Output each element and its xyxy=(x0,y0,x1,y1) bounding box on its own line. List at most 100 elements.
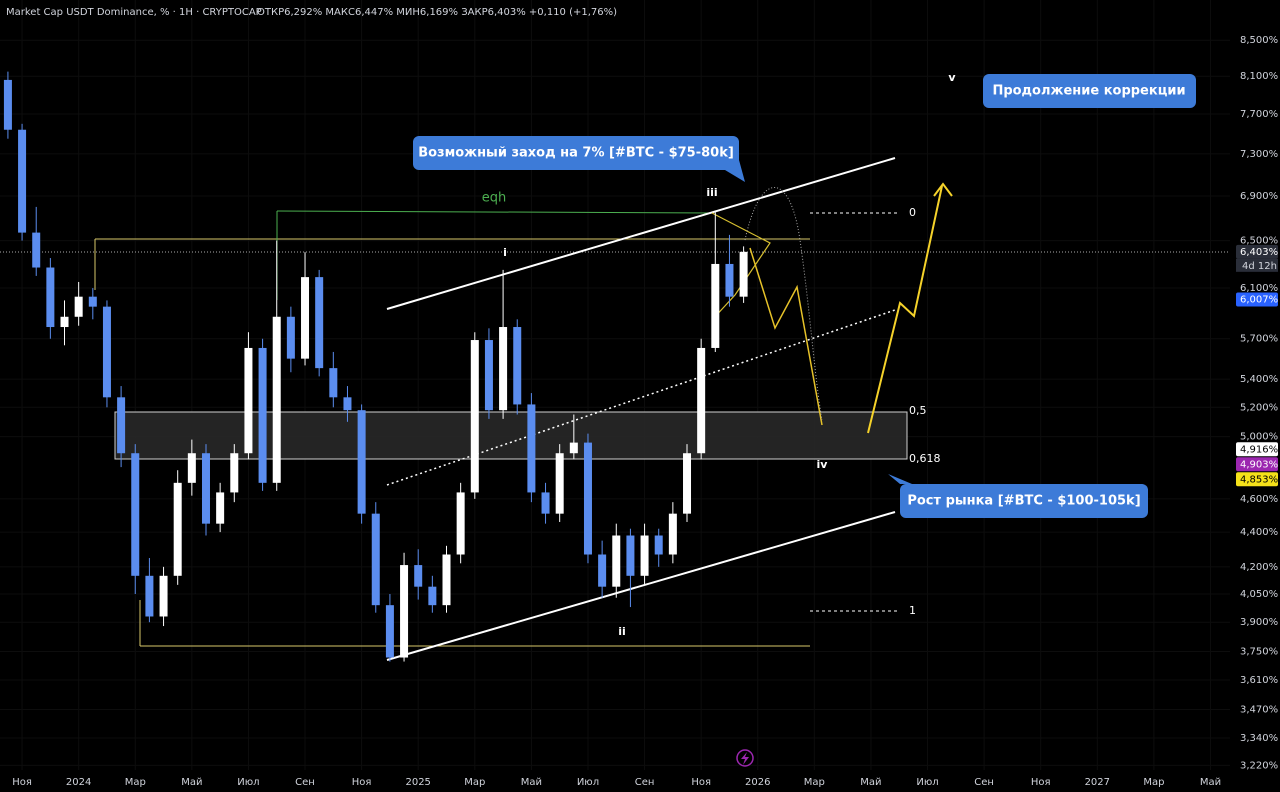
callout-text: Возможный заход на 7% [#BTC - $75-80k] xyxy=(418,146,734,161)
fib-label: 0 xyxy=(909,206,916,219)
x-tick-label: Мар xyxy=(804,777,825,788)
x-tick-label: 2024 xyxy=(66,777,91,788)
candle-body xyxy=(74,296,83,317)
candle-body xyxy=(216,492,225,524)
x-tick-label: Ноя xyxy=(691,777,711,788)
wave-label: v xyxy=(948,71,956,84)
candle-body xyxy=(612,535,621,587)
y-tick-label: 5,000% xyxy=(1240,432,1278,443)
x-tick-label: Июл xyxy=(237,777,259,788)
y-tick-label: 4,400% xyxy=(1240,527,1278,538)
callout-box xyxy=(900,484,1148,518)
x-tick-label: Мар xyxy=(464,777,485,788)
candle-body xyxy=(117,397,126,454)
price-tag-label: 6,007% xyxy=(1240,295,1278,306)
candle-body xyxy=(583,442,592,555)
x-tick-label: Мар xyxy=(1143,777,1164,788)
candle-body xyxy=(442,554,451,606)
logo-bolt xyxy=(741,752,749,765)
candle-body xyxy=(272,316,281,483)
ohlc-legend: ОТКР6,292% МАКС6,447% МИН6,169% ЗАКР6,40… xyxy=(257,7,617,18)
projection-alt xyxy=(744,187,823,421)
wave-label: ii xyxy=(618,625,626,638)
wave-label: iii xyxy=(706,186,717,199)
candle-body xyxy=(46,267,55,328)
candles xyxy=(3,71,748,662)
eqh-label: eqh xyxy=(482,191,507,206)
candle-body xyxy=(527,404,536,493)
candle-body xyxy=(598,554,607,587)
y-tick-label: 5,200% xyxy=(1240,402,1278,413)
price-axis xyxy=(1230,0,1280,792)
candle-body xyxy=(725,263,734,297)
candle-body xyxy=(697,347,706,454)
candle-body xyxy=(286,316,295,359)
price-tag-label: 4,903% xyxy=(1240,459,1278,470)
candle-body xyxy=(173,482,182,576)
candle-body xyxy=(640,535,649,576)
wave-label: i xyxy=(503,246,507,259)
price-tag xyxy=(1236,244,1278,259)
triangle xyxy=(711,212,771,321)
candle-body xyxy=(541,492,550,514)
channel-bottom xyxy=(386,511,896,661)
fib-label: 0,618 xyxy=(909,452,941,465)
price-tag xyxy=(1236,292,1278,307)
projection-up xyxy=(867,185,943,434)
arrow-head xyxy=(933,182,953,197)
y-tick-label: 3,750% xyxy=(1240,647,1278,658)
projection-down xyxy=(749,247,823,426)
candle-body xyxy=(428,586,437,606)
price-tag xyxy=(1236,472,1278,487)
callout-pointer xyxy=(725,160,745,182)
channel-top xyxy=(386,157,896,310)
candle-body xyxy=(301,277,310,359)
candle-body xyxy=(145,575,154,617)
candle-body xyxy=(470,340,479,493)
x-tick-label: Июл xyxy=(916,777,938,788)
callout-box xyxy=(413,136,739,170)
candle-body xyxy=(315,277,324,369)
candle-body xyxy=(499,327,508,411)
callout-box xyxy=(983,74,1196,108)
x-tick-label: Мар xyxy=(125,777,146,788)
y-tick-label: 6,900% xyxy=(1240,191,1278,202)
candle-body xyxy=(357,410,366,514)
x-tick-label: Сен xyxy=(974,777,994,788)
x-tick-label: Ноя xyxy=(352,777,372,788)
y-tick-label: 4,200% xyxy=(1240,562,1278,573)
candle-body xyxy=(60,316,69,328)
fib-label: 1 xyxy=(909,604,916,617)
x-tick-label: 2025 xyxy=(405,777,430,788)
x-tick-label: Ноя xyxy=(1031,777,1051,788)
x-tick-label: Май xyxy=(181,777,202,788)
candle-body xyxy=(683,453,692,514)
candle-body xyxy=(711,263,720,348)
price-tag xyxy=(1236,442,1278,457)
candle-body xyxy=(555,453,564,514)
callout-text: Продолжение коррекции xyxy=(992,84,1185,99)
y-tick-label: 4,050% xyxy=(1240,589,1278,600)
candle-body xyxy=(654,535,663,555)
candle-body xyxy=(668,513,677,555)
x-tick-label: Май xyxy=(521,777,542,788)
candle-body xyxy=(88,296,97,307)
candle-body xyxy=(18,129,27,233)
y-tick-label: 6,500% xyxy=(1240,236,1278,247)
candle-body xyxy=(102,306,111,398)
candle-body xyxy=(230,453,239,493)
candle-body xyxy=(3,79,12,130)
candle-body xyxy=(32,232,41,268)
y-tick-label: 5,400% xyxy=(1240,374,1278,385)
x-tick-label: Сен xyxy=(635,777,655,788)
candle-body xyxy=(484,340,493,411)
y-tick-label: 3,340% xyxy=(1240,733,1278,744)
price-tag-label: 4,916% xyxy=(1240,444,1278,455)
candle-body xyxy=(456,492,465,555)
candle-body xyxy=(258,347,267,483)
candle-body xyxy=(201,453,210,524)
x-tick-label: Май xyxy=(860,777,881,788)
